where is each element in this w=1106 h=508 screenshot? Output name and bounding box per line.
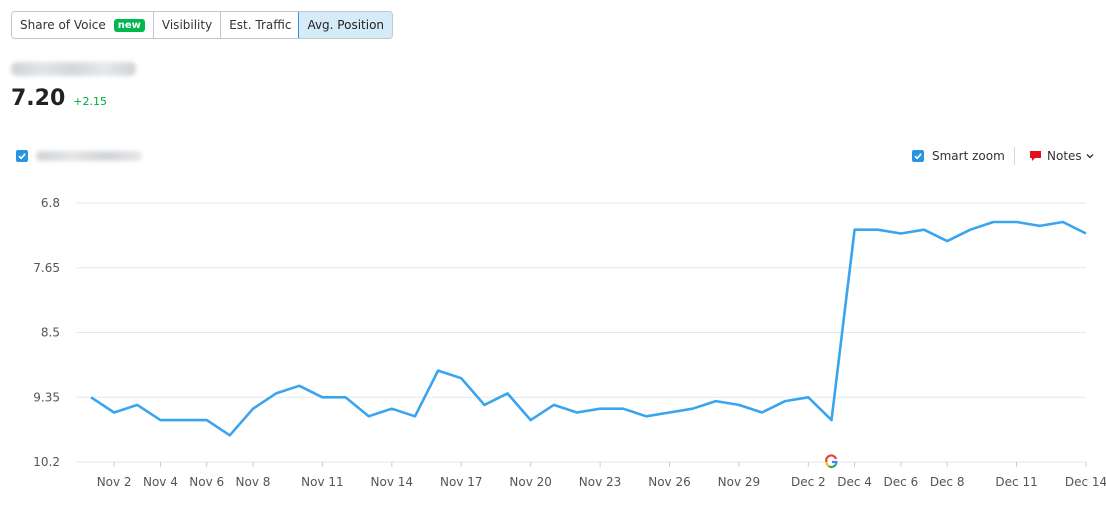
metric-value: 7.20 [11,86,66,111]
series-legend[interactable] [16,150,142,162]
x-tick-label: Dec 14 [1065,475,1106,489]
metric-summary: 7.20 +2.15 [11,86,107,111]
checkmark-icon[interactable] [16,150,28,162]
tab-visibility[interactable]: Visibility [152,12,221,38]
notes-label: Notes [1047,149,1082,163]
x-tick-label: Nov 4 [143,475,178,489]
y-tick-label: 6.8 [41,196,60,210]
x-tick-label: Nov 26 [648,475,691,489]
domain-label-blurred [11,62,136,76]
google-g-icon[interactable] [824,454,839,469]
chevron-down-icon [1086,154,1094,159]
tab-est-traffic[interactable]: Est. Traffic [220,12,300,38]
x-tick-label: Nov 23 [579,475,622,489]
x-tick-label: Nov 14 [371,475,414,489]
smart-zoom-toggle[interactable]: Smart zoom [912,149,1005,163]
x-tick-label: Nov 6 [189,475,224,489]
metric-delta: +2.15 [73,95,107,108]
y-tick-label: 8.5 [41,326,60,340]
series-line[interactable] [90,220,1087,437]
x-tick-label: Nov 29 [718,475,761,489]
x-tick-label: Dec 8 [930,475,965,489]
smart-zoom-label: Smart zoom [932,149,1005,163]
new-badge: new [113,18,145,32]
tab-share-of-voice[interactable]: Share of Voice new [12,12,153,38]
x-tick-label: Dec 11 [995,475,1037,489]
series-label-blurred [36,151,142,161]
tab-label: Est. Traffic [229,18,292,32]
metric-tabs: Share of Voice new Visibility Est. Traff… [11,11,394,39]
y-tick-label: 7.65 [33,261,60,275]
x-tick-label: Nov 20 [509,475,552,489]
tab-avg-position[interactable]: Avg. Position [298,12,393,38]
tab-label: Visibility [161,18,213,32]
tab-label: Share of Voice [20,18,106,32]
comment-icon [1030,151,1041,161]
y-tick-label: 9.35 [33,390,60,404]
tab-label: Avg. Position [307,18,385,32]
x-tick-label: Nov 8 [236,475,271,489]
x-tick-label: Nov 11 [301,475,344,489]
x-tick-label: Dec 4 [837,475,872,489]
x-tick-label: Nov 2 [97,475,132,489]
y-tick-label: 10.2 [33,455,60,469]
checkmark-icon[interactable] [912,150,924,162]
x-tick-label: Nov 17 [440,475,483,489]
notes-dropdown[interactable]: Notes [1029,149,1095,163]
x-tick-label: Dec 2 [791,475,826,489]
x-tick-label: Dec 6 [884,475,919,489]
divider [1014,147,1015,165]
